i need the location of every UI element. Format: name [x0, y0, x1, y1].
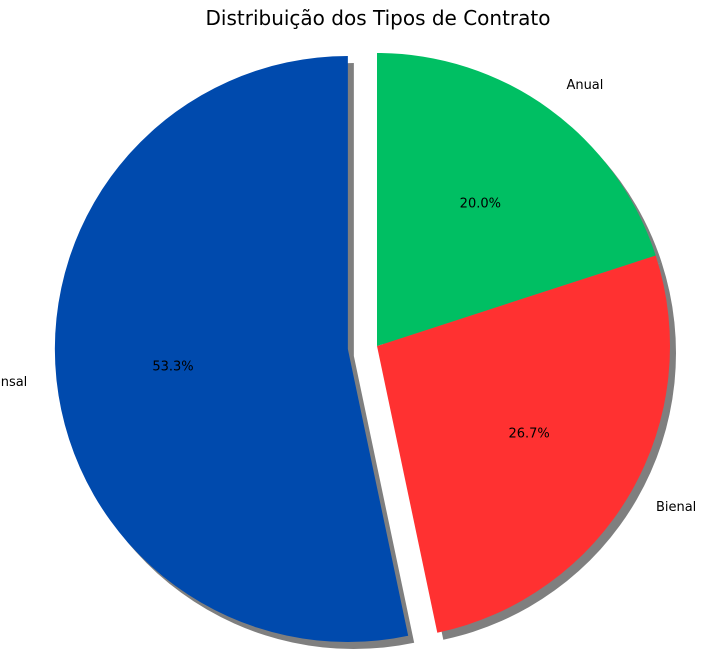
slice-label-bienal: Bienal [656, 500, 696, 515]
slice-label-anual: Anual [566, 78, 603, 93]
slice-label-mensal: Mensal [0, 375, 27, 390]
chart-title: Distribuição dos Tipos de Contrato [206, 6, 551, 30]
slice-bienal [377, 255, 670, 633]
pie-labels: Mensal 53.3% Bienal 26.7% Anual 20.0% [0, 78, 696, 515]
percent-label-bienal: 26.7% [508, 427, 549, 442]
percent-label-anual: 20.0% [460, 196, 501, 211]
slice-anual [377, 53, 656, 346]
percent-label-mensal: 53.3% [152, 360, 193, 375]
slice-mensal [54, 56, 409, 643]
pie-slices [54, 53, 670, 643]
